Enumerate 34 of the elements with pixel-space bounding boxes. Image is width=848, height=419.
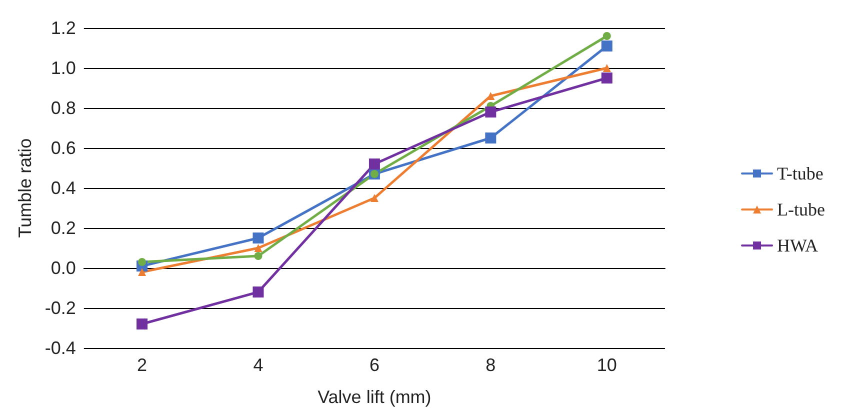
legend-label: L-tube [777,200,826,220]
point [254,244,262,252]
point [136,318,148,330]
y-tick-label: 1.0 [50,58,76,78]
y-tick-label: 0.6 [50,138,76,158]
point [368,158,380,170]
y-tick-label: 0.8 [50,98,76,118]
point [254,252,262,260]
point [370,194,378,202]
legend-label: HWA [777,236,818,256]
y-tick-label: 0.4 [50,178,76,198]
point [252,232,264,244]
point [138,258,146,266]
point [601,72,612,84]
y-tick-label: -0.2 [44,298,76,318]
point [252,286,264,298]
y-tick-label: -0.4 [44,338,76,358]
x-axis-title: Valve lift (mm) [318,387,432,407]
y-tick-label: 0.0 [50,258,76,278]
x-tick-label: 6 [369,355,380,375]
y-tick-label: 0.2 [50,218,76,238]
x-tick-label: 10 [596,355,617,375]
legend-label: T-tube [777,164,824,184]
point [602,32,611,40]
x-tick-label: 8 [486,355,496,375]
point [601,40,612,52]
y-axis-title: Tumble ratio [15,138,35,238]
x-tick-label: 2 [137,355,148,375]
y-tick-label: 1.2 [50,18,76,38]
point [138,268,146,276]
point [485,106,496,118]
point [485,132,496,144]
point [602,64,611,72]
x-tick-label: 4 [253,355,264,375]
